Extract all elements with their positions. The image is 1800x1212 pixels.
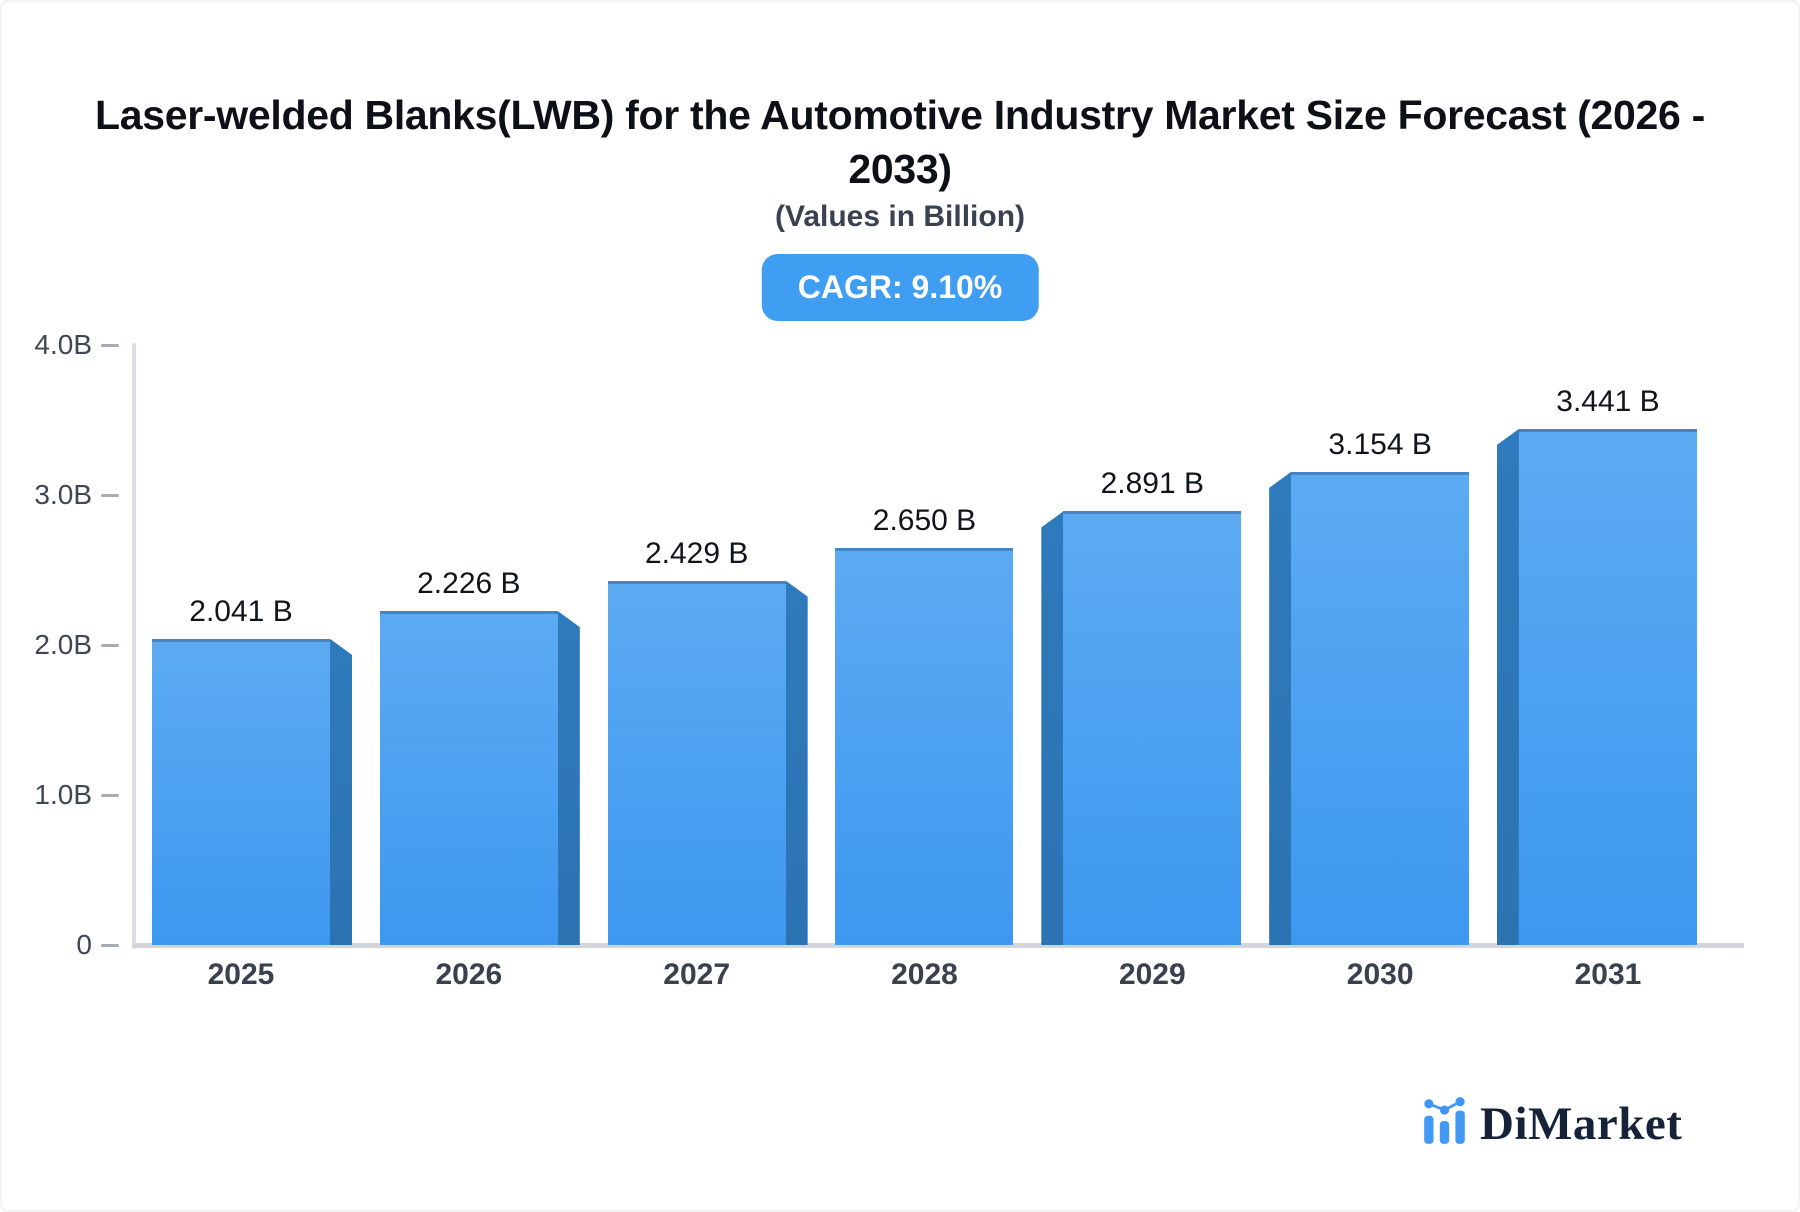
bar-face: [835, 547, 1014, 945]
bar-side-shadow: [557, 611, 580, 945]
bar-face: [152, 638, 330, 945]
bar-value-label: 2.429 B: [644, 536, 749, 570]
bar-face: [1518, 428, 1697, 945]
bar-value-label: 2.891 B: [1100, 467, 1205, 501]
brand-logo: DiMarket: [1422, 1096, 1682, 1151]
bar-2026: 2.226 B: [379, 567, 580, 945]
chart-title: Laser-welded Blanks(LWB) for the Automot…: [95, 92, 1705, 193]
cagr-badge: CAGR: 9.10%: [761, 254, 1039, 321]
y-tick-label: 4.0B: [34, 329, 92, 360]
bar-face: [607, 580, 786, 945]
bar-value-label: 2.650 B: [872, 503, 977, 537]
y-tick-mark: [101, 943, 119, 947]
y-axis-line: [132, 343, 136, 949]
bar-2031: 3.441 B: [1496, 385, 1697, 945]
x-axis-label-2026: 2026: [435, 958, 503, 991]
bar-face: [1063, 511, 1242, 945]
x-axis-line: [132, 943, 1744, 948]
bar-2030: 3.154 B: [1269, 428, 1470, 945]
bar-2027: 2.429 B: [607, 537, 808, 945]
bar-value-label: 3.441 B: [1556, 384, 1660, 418]
x-axis-label-2030: 2030: [1346, 958, 1414, 991]
y-tick-label: 1.0B: [34, 779, 92, 810]
bar-side-shadow: [1269, 471, 1292, 945]
bar-side-shadow: [785, 580, 808, 945]
bar-2028: 2.650 B: [835, 504, 1014, 945]
bar-side-shadow: [330, 638, 352, 945]
bar-chart-with-trend-dots-icon: [1422, 1096, 1468, 1151]
y-tick-mark: [101, 343, 119, 347]
y-tick-label: 2.0B: [34, 629, 92, 660]
bar-face: [379, 611, 558, 945]
x-axis-label-2025: 2025: [207, 958, 275, 991]
bar-2025: 2.041 B: [152, 595, 352, 945]
y-tick-label: 0: [76, 929, 92, 960]
bar-2029: 2.891 B: [1041, 467, 1242, 945]
bar-face: [1291, 471, 1470, 945]
y-tick-label: 3.0B: [34, 479, 92, 510]
x-axis-label-2029: 2029: [1118, 958, 1186, 991]
y-tick-mark: [101, 643, 119, 647]
bar-side-shadow: [1496, 428, 1519, 945]
y-tick-mark: [101, 493, 119, 497]
x-axis-label-2027: 2027: [663, 958, 731, 991]
y-tick-mark: [101, 793, 119, 797]
bar-value-label: 3.154 B: [1328, 427, 1432, 461]
bar-value-label: 2.226 B: [417, 567, 521, 601]
x-axis-label-2031: 2031: [1574, 958, 1642, 991]
x-axis-label-2028: 2028: [891, 958, 958, 991]
brand-name: DiMarket: [1480, 1097, 1683, 1150]
bar-side-shadow: [1041, 511, 1064, 945]
bar-value-label: 2.041 B: [189, 594, 293, 628]
chart-subtitle: (Values in Billion): [774, 200, 1026, 233]
